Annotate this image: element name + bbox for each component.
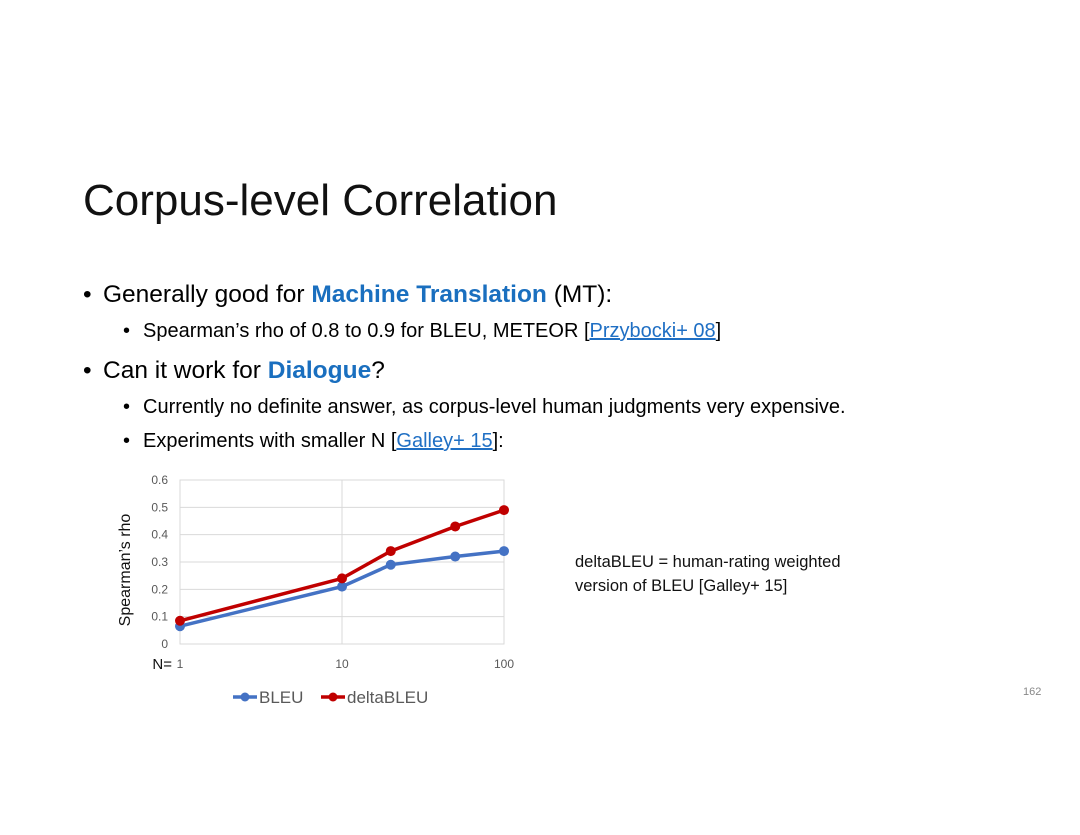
bullet-dot: • (123, 396, 131, 418)
y-tick-label: 0.5 (151, 500, 168, 514)
note-line-2: version of BLEU [Galley+ 15] (575, 577, 788, 595)
data-point-deltableu (175, 615, 185, 626)
bullet-text: Can it work for (103, 357, 268, 384)
bullet-text: ]: (492, 430, 504, 452)
bullet-dot: • (83, 281, 92, 308)
bullet-dialogue: • Can it work for Dialogue? (83, 354, 1053, 388)
bullet-text: (MT): (546, 281, 613, 308)
y-tick-label: 0.4 (151, 528, 168, 542)
bullet-text: Generally good for (103, 281, 312, 308)
bullet-text: Spearman’s rho of 0.8 to 0.9 for BLEU, M… (143, 320, 590, 342)
legend-label-bleu: BLEU (259, 688, 303, 707)
y-tick-label: 0.2 (151, 582, 168, 596)
data-point-bleu (450, 551, 461, 562)
data-point-bleu (499, 546, 509, 557)
legend-swatch-marker (240, 692, 250, 702)
bullet-text: ] (715, 320, 722, 342)
bullet-dot: • (123, 430, 131, 452)
y-tick-label: 0.1 (151, 610, 168, 624)
data-point-bleu (337, 581, 347, 592)
data-point-deltableu (450, 521, 461, 532)
x-tick-label: 10 (335, 657, 349, 671)
bullet-text: Currently no definite answer, as corpus-… (143, 396, 846, 418)
x-prefix-label: N= (152, 656, 172, 673)
bullet-text: Experiments with smaller N [ (143, 430, 397, 452)
legend-label-deltableu: deltaBLEU (347, 688, 428, 707)
deltableu-note: deltaBLEU = human-rating weighted versio… (575, 550, 841, 598)
data-point-deltableu (337, 573, 347, 584)
highlight-dialogue: Dialogue (267, 357, 372, 384)
x-tick-label: 1 (177, 657, 184, 671)
data-point-deltableu (385, 546, 396, 557)
highlight-machine-translation: Machine Translation (311, 281, 547, 308)
correlation-line-chart: 0 0.1 0.2 0.3 0.4 0.5 0.6 1 10 100 N= Spearman’s rh… (117, 473, 514, 707)
link-przybocki[interactable]: Przybocki+ 08 (589, 320, 716, 342)
link-galley[interactable]: Galley+ 15 (396, 430, 493, 452)
slide-title: Corpus-level Correlation (83, 176, 558, 225)
page-number: 162 (1023, 686, 1042, 698)
bullet-machine-translation: • Generally good for Machine Translation… (83, 278, 1053, 312)
sub-bullet-spearman: • Spearman’s rho of 0.8 to 0.9 for BLEU,… (83, 316, 1053, 346)
x-tick-label: 100 (494, 657, 514, 671)
legend-swatch-marker (328, 692, 338, 702)
sub-bullet-no-answer: • Currently no definite answer, as corpu… (83, 392, 1053, 422)
bullet-dot: • (123, 320, 131, 342)
y-tick-label: 0 (161, 637, 168, 651)
sub-bullet-experiments: • Experiments with smaller N [Galley+ 15… (83, 426, 1053, 456)
bullet-text: ? (371, 357, 385, 384)
note-line-1: deltaBLEU = human-rating weighted (575, 553, 841, 571)
bullet-list: • Generally good for Machine Translation… (83, 278, 1053, 460)
y-tick-label: 0.3 (151, 555, 168, 569)
data-point-deltableu (499, 505, 509, 516)
y-tick-label: 0.6 (151, 473, 168, 487)
bullet-dot: • (83, 357, 92, 384)
y-axis-label: Spearman’s rho (117, 514, 134, 627)
data-point-bleu (385, 559, 396, 570)
